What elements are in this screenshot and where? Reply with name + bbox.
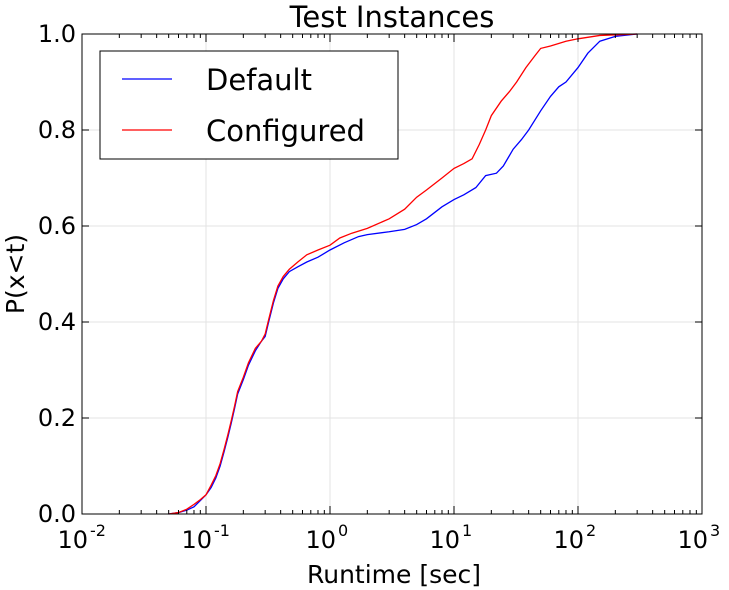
legend-box: [99, 50, 399, 160]
x-tick-label-base: 10: [181, 526, 212, 554]
series-group: [168, 33, 638, 515]
y-tick-label: 1.0: [38, 20, 76, 48]
legend-label-default: Default: [206, 63, 312, 97]
x-tick-label-exponent: 3: [710, 521, 720, 540]
chart-title: Test Instances: [289, 0, 495, 34]
y-axis-label: P(x<t): [1, 234, 30, 314]
x-axis-label: Runtime [sec]: [307, 560, 481, 589]
legend: Default Configured: [99, 50, 399, 160]
series-line-configured: [168, 33, 638, 515]
y-tick-label: 0.2: [38, 404, 76, 432]
axis-ticks: 0.00.20.40.60.81.010 -2 10 -1 10 0 10 1 10 2 10 3: [38, 20, 720, 554]
x-tick-label-base: 10: [553, 526, 584, 554]
x-tick-label-base: 10: [57, 526, 88, 554]
legend-label-configured: Configured: [206, 114, 365, 148]
x-tick-label-exponent: 2: [586, 521, 596, 540]
x-tick-label-exponent: 0: [338, 521, 348, 540]
y-tick-label: 0.8: [38, 116, 76, 144]
x-tick-label-exponent: -2: [90, 521, 106, 540]
x-tick-label-base: 10: [429, 526, 460, 554]
x-tick-label-exponent: -1: [214, 521, 230, 540]
y-tick-label: 0.6: [38, 212, 76, 240]
plot-frame: [81, 33, 703, 515]
x-tick-label-base: 10: [677, 526, 708, 554]
y-tick-label: 0.0: [38, 500, 76, 528]
y-tick-label: 0.4: [38, 308, 76, 336]
x-tick-label-exponent: 1: [462, 521, 472, 540]
x-tick-label-base: 10: [305, 526, 336, 554]
